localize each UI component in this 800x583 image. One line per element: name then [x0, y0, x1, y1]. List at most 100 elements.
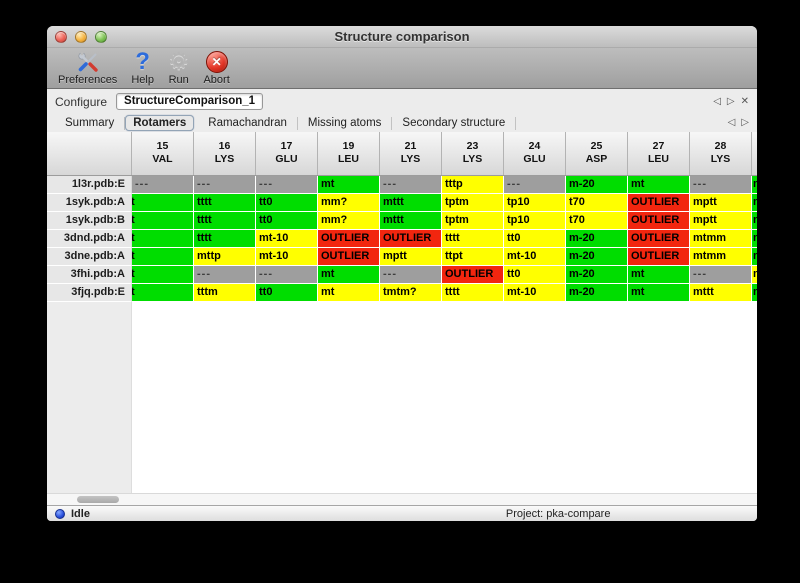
configure-name-input[interactable]: StructureComparison_1 — [116, 93, 264, 110]
column-header-27[interactable]: 27 LEU — [628, 132, 690, 175]
table-cell[interactable]: tt0 — [256, 284, 318, 302]
table-cell[interactable]: mt — [318, 176, 380, 194]
table-cell[interactable]: mt — [318, 266, 380, 284]
table-cell[interactable]: tttt — [194, 230, 256, 248]
table-cell[interactable]: mm? — [318, 194, 380, 212]
column-header-15[interactable]: 15 VAL — [132, 132, 194, 175]
table-cell[interactable]: mptt — [380, 248, 442, 266]
column-header-17[interactable]: 17 GLU — [256, 132, 318, 175]
table-cell[interactable]: mptt — [690, 212, 752, 230]
next-configuration-icon[interactable]: ▷ — [726, 95, 735, 107]
table-cell[interactable]: --- — [690, 266, 752, 284]
row-label[interactable]: 3fhi.pdb:A — [47, 266, 132, 284]
table-cell-partial[interactable]: m — [752, 194, 757, 212]
tab-ramachandran[interactable]: Ramachandran — [198, 116, 298, 130]
table-cell[interactable]: mtmm — [690, 230, 752, 248]
table-cell[interactable]: mttt — [690, 284, 752, 302]
column-header-21[interactable]: 21 LYS — [380, 132, 442, 175]
table-cell[interactable]: t — [132, 284, 194, 302]
table-cell[interactable]: tmtm? — [380, 284, 442, 302]
table-cell[interactable]: OUTLIER — [628, 212, 690, 230]
table-cell[interactable]: tttt — [194, 194, 256, 212]
horizontal-scrollbar[interactable] — [47, 493, 757, 505]
table-cell-partial[interactable]: m — [752, 248, 757, 266]
column-header-23[interactable]: 23 LYS — [442, 132, 504, 175]
table-cell[interactable]: OUTLIER — [318, 248, 380, 266]
table-cell[interactable]: --- — [690, 176, 752, 194]
table-cell[interactable]: tptm — [442, 194, 504, 212]
table-cell[interactable]: OUTLIER — [380, 230, 442, 248]
close-configuration-icon[interactable]: ✕ — [740, 95, 749, 107]
table-cell[interactable]: --- — [256, 266, 318, 284]
table-cell[interactable]: tttp — [442, 176, 504, 194]
table-cell[interactable]: mttt — [380, 194, 442, 212]
column-header-16[interactable]: 16 LYS — [194, 132, 256, 175]
table-cell[interactable]: tptm — [442, 212, 504, 230]
table-cell[interactable]: mt — [628, 266, 690, 284]
table-cell[interactable]: t70 — [566, 212, 628, 230]
table-cell[interactable]: --- — [380, 176, 442, 194]
table-cell[interactable]: t — [132, 248, 194, 266]
table-cell[interactable]: OUTLIER — [628, 230, 690, 248]
table-cell[interactable]: t — [132, 194, 194, 212]
table-cell[interactable]: tt0 — [504, 230, 566, 248]
table-cell-partial[interactable]: m — [752, 284, 757, 302]
table-cell[interactable]: --- — [194, 176, 256, 194]
row-label[interactable]: 3dnd.pdb:A — [47, 230, 132, 248]
table-cell[interactable]: mt-10 — [256, 248, 318, 266]
tab-secondary-structure[interactable]: Secondary structure — [392, 116, 517, 130]
table-cell[interactable]: --- — [132, 176, 194, 194]
table-cell-partial[interactable]: m — [752, 176, 757, 194]
table-cell[interactable]: --- — [256, 176, 318, 194]
table-cell[interactable]: mttt — [380, 212, 442, 230]
table-cell[interactable]: tp10 — [504, 212, 566, 230]
row-label[interactable]: 1syk.pdb:A — [47, 194, 132, 212]
run-button[interactable]: ⚙ Run — [163, 49, 195, 86]
row-label[interactable]: 1syk.pdb:B — [47, 212, 132, 230]
tab-summary[interactable]: Summary — [55, 116, 126, 130]
table-cell[interactable]: tttt — [194, 212, 256, 230]
help-button[interactable]: ? Help — [126, 49, 159, 86]
table-cell-partial[interactable]: m — [752, 212, 757, 230]
zoom-window-button[interactable] — [95, 31, 107, 43]
next-tab-icon[interactable]: ▷ — [741, 117, 749, 128]
previous-tab-icon[interactable]: ◁ — [727, 117, 736, 128]
table-cell[interactable]: OUTLIER — [442, 266, 504, 284]
table-cell[interactable]: tt0 — [256, 194, 318, 212]
row-label[interactable]: 1l3r.pdb:E — [47, 176, 132, 194]
table-cell[interactable]: tttt — [442, 284, 504, 302]
table-cell[interactable]: --- — [194, 266, 256, 284]
table-cell[interactable]: mt — [628, 284, 690, 302]
table-cell[interactable]: tttt — [442, 230, 504, 248]
table-cell[interactable]: mt-10 — [504, 284, 566, 302]
tab-missing-atoms[interactable]: Missing atoms — [298, 116, 393, 130]
table-cell[interactable]: m-20 — [566, 230, 628, 248]
table-cell[interactable]: m-20 — [566, 248, 628, 266]
table-cell[interactable]: mptt — [690, 194, 752, 212]
table-cell-partial[interactable]: m — [752, 230, 757, 248]
column-header-28[interactable]: 28 LYS — [690, 132, 752, 175]
table-cell[interactable]: OUTLIER — [318, 230, 380, 248]
table-cell[interactable]: --- — [380, 266, 442, 284]
preferences-button[interactable]: Preferences — [53, 49, 122, 86]
table-cell[interactable]: OUTLIER — [628, 194, 690, 212]
table-cell[interactable]: t — [132, 266, 194, 284]
row-label[interactable]: 3dne.pdb:A — [47, 248, 132, 266]
table-cell[interactable]: tt0 — [504, 266, 566, 284]
table-cell[interactable]: m-20 — [566, 176, 628, 194]
table-cell[interactable]: tp10 — [504, 194, 566, 212]
table-cell[interactable]: mtmm — [690, 248, 752, 266]
table-cell[interactable]: tttm — [194, 284, 256, 302]
column-header-25[interactable]: 25 ASP — [566, 132, 628, 175]
tab-rotamers[interactable]: Rotamers — [125, 115, 195, 131]
table-cell[interactable]: tt0 — [256, 212, 318, 230]
table-cell[interactable]: mt-10 — [504, 248, 566, 266]
column-header-24[interactable]: 24 GLU — [504, 132, 566, 175]
table-cell[interactable]: mttp — [194, 248, 256, 266]
table-cell[interactable]: t — [132, 230, 194, 248]
table-cell[interactable]: t70 — [566, 194, 628, 212]
table-cell[interactable]: mt — [628, 176, 690, 194]
minimize-window-button[interactable] — [75, 31, 87, 43]
abort-button[interactable]: ✕ Abort — [198, 49, 234, 86]
table-cell[interactable]: ttpt — [442, 248, 504, 266]
